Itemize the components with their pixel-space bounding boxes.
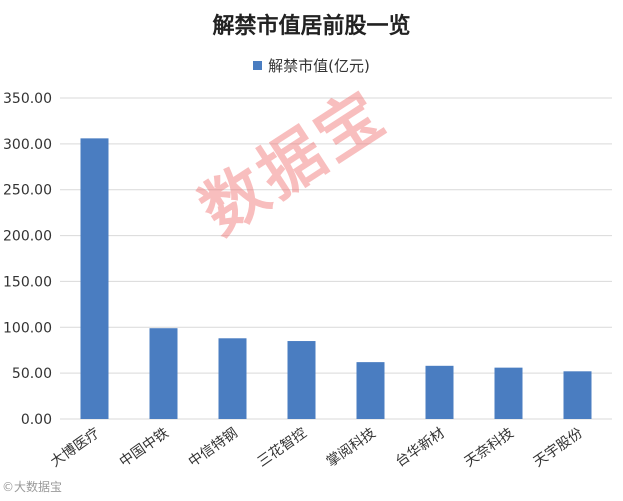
y-tick-label: 100.00 [3,320,52,336]
y-tick-label: 300.00 [3,137,52,153]
y-tick-label: 200.00 [3,229,52,245]
y-tick-label: 250.00 [3,183,52,199]
legend-swatch [253,61,263,70]
legend-label: 解禁市值(亿元) [268,57,370,75]
y-tick-label: 50.00 [12,366,52,382]
bar [287,341,316,419]
x-tick-label: 台华新材 [393,425,448,470]
x-tick-label: 天奈科技 [462,425,517,470]
bar [80,138,109,419]
bar [218,338,247,419]
bar [563,371,592,419]
y-tick-label: 0.00 [21,412,52,428]
x-tick-labels: 大博医疗 中国中铁 中信特钢 三花智控 掌阅科技 台华新材 天奈科技 天宇股份 [47,424,586,470]
bar [356,362,385,419]
x-tick-label: 中国中铁 [117,425,172,470]
bars [80,138,592,419]
bar [149,328,178,419]
footer-logo: ©大数据宝 [2,480,63,494]
x-tick-label: 天宇股份 [531,425,586,470]
x-tick-label: 中信特钢 [186,425,241,470]
x-tick-label: 掌阅科技 [324,425,379,470]
y-tick-labels: 0.00 50.00 100.00 150.00 200.00 250.00 300.00 3… [3,91,52,428]
chart-title: 解禁市值居前股一览 [212,13,411,39]
x-tick-label: 大博医疗 [47,424,103,470]
y-tick-label: 350.00 [3,91,52,107]
legend: 解禁市值(亿元) [0,55,623,76]
bar [494,367,523,419]
y-tick-label: 150.00 [3,274,52,290]
x-tick-label: 三花智控 [255,425,310,470]
bar [425,365,454,419]
